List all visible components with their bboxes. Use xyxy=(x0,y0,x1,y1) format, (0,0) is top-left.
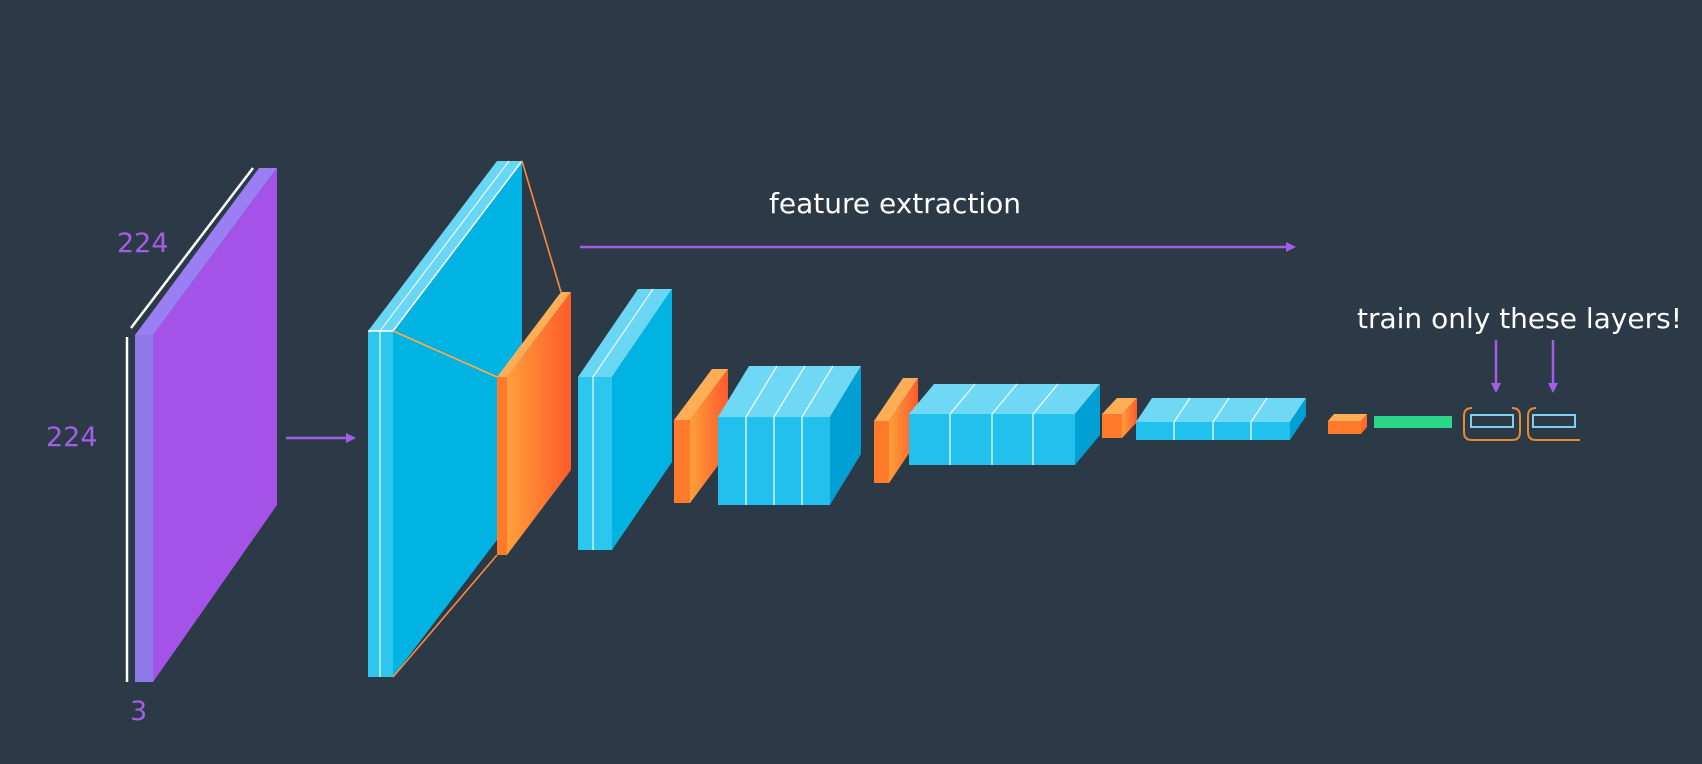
pool-layer-4 xyxy=(1102,398,1137,438)
input-height-label: 224 xyxy=(46,422,98,453)
input-width-label: 224 xyxy=(117,228,169,259)
fc-layer-2 xyxy=(1527,407,1580,441)
pool-layer-5 xyxy=(1328,414,1367,434)
projection-line xyxy=(392,554,498,678)
projection-line xyxy=(392,330,498,378)
width-dimension-line xyxy=(130,167,254,329)
pool-layer-3 xyxy=(874,378,918,483)
train-layers-label: train only these layers! xyxy=(1357,302,1682,335)
feature-extraction-label: feature extraction xyxy=(769,187,1021,220)
input-depth-label: 3 xyxy=(130,696,147,727)
pool-layer-1 xyxy=(497,292,571,555)
conv-layer-3 xyxy=(718,365,861,505)
fc-layer-1 xyxy=(1463,407,1521,441)
projection-line xyxy=(521,160,562,293)
conv-layer-2 xyxy=(578,288,672,550)
pool-layer-2 xyxy=(674,369,728,503)
input-image-layer xyxy=(125,167,277,682)
flatten-layer xyxy=(1374,416,1452,428)
conv-layer-5 xyxy=(1136,397,1306,440)
conv-layer-4 xyxy=(909,383,1100,465)
